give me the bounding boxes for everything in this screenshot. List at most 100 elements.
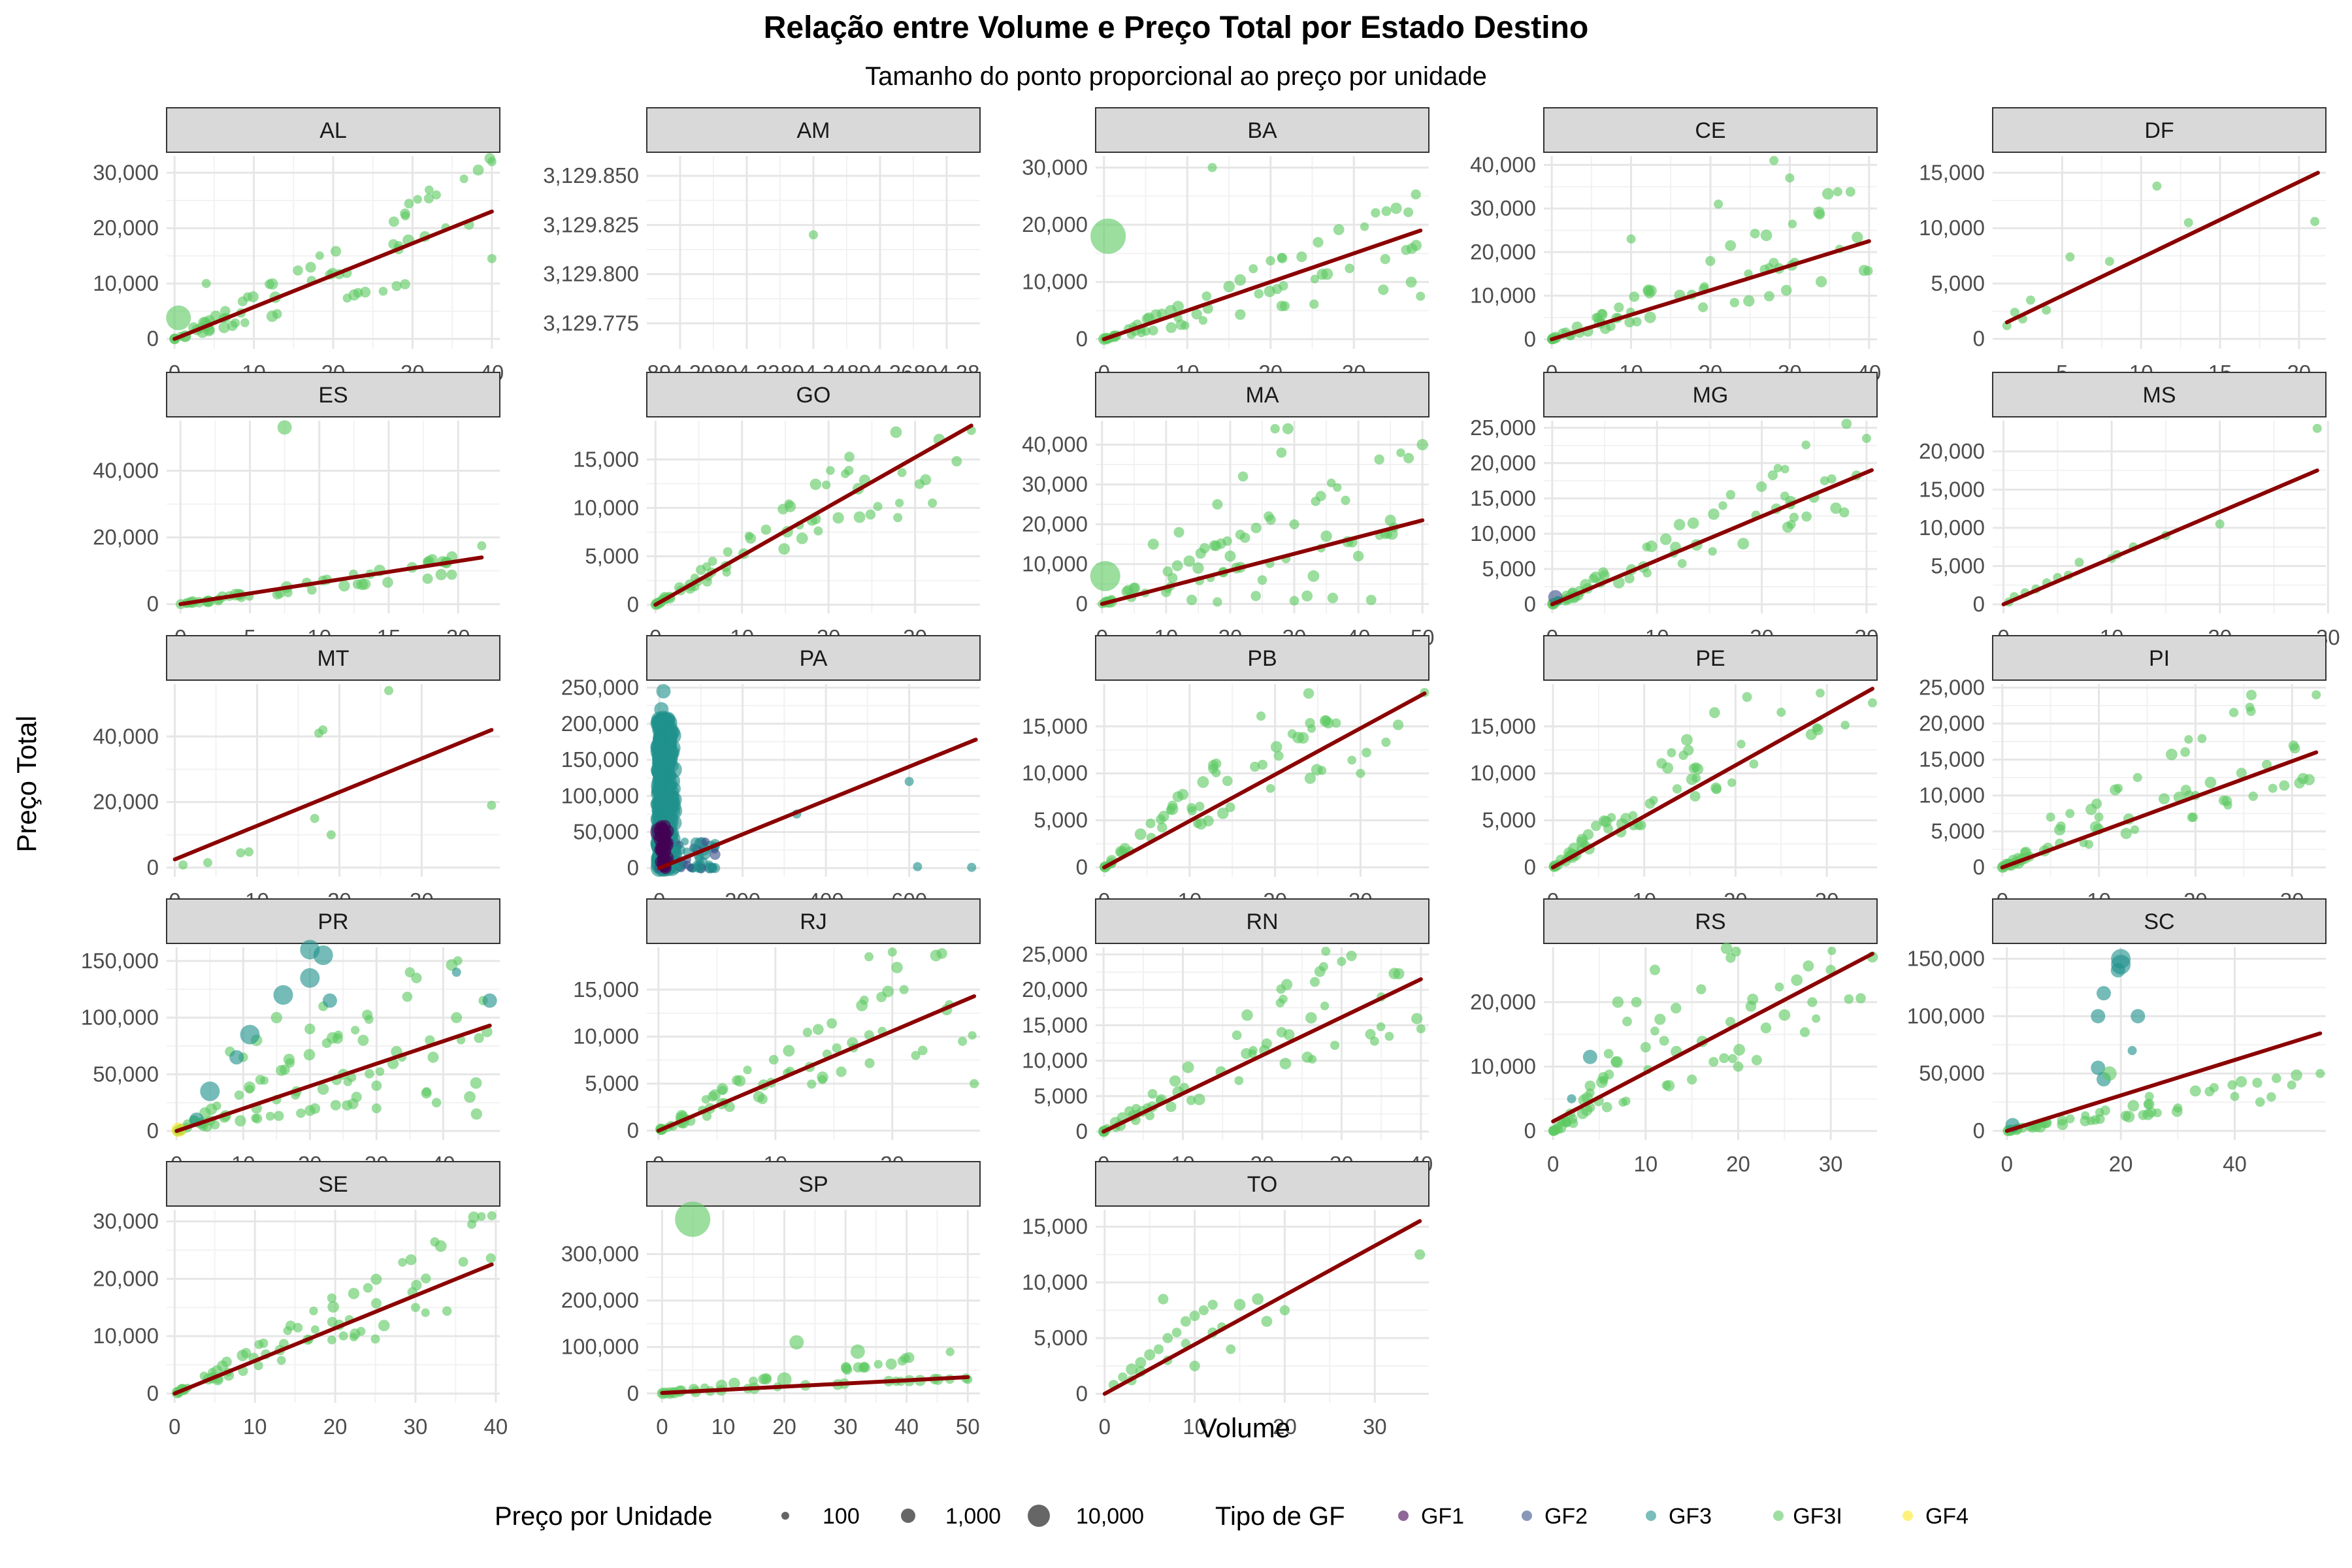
facet-rn: RN01020304005,00010,00015,00020,00025,00… — [1022, 898, 1433, 1176]
data-point — [2152, 181, 2162, 191]
data-point — [874, 1360, 883, 1369]
data-point — [1601, 1102, 1612, 1113]
facet-strip — [166, 107, 500, 153]
y-tick-label: 15,000 — [1022, 1013, 1088, 1037]
y-tick-label: 0 — [1076, 327, 1088, 351]
data-point — [1189, 1310, 1200, 1322]
data-point — [1158, 810, 1169, 822]
data-point — [231, 318, 240, 328]
y-tick-label: 5,000 — [1034, 1326, 1088, 1350]
data-point — [431, 1098, 442, 1107]
trend-line — [657, 738, 978, 870]
data-point — [1187, 806, 1197, 816]
facet-strip — [646, 898, 981, 944]
data-point — [1313, 237, 1324, 248]
y-tick-label: 20,000 — [93, 1266, 159, 1290]
data-point — [200, 1081, 220, 1102]
data-point — [1180, 1316, 1191, 1327]
data-point — [2184, 735, 2193, 744]
data-point — [1599, 323, 1611, 335]
data-points — [657, 1201, 973, 1399]
y-tick-label: 0 — [1973, 1119, 1985, 1143]
facet-strip — [1095, 107, 1429, 153]
data-point — [1207, 760, 1219, 771]
data-point — [1235, 529, 1246, 540]
data-point — [1249, 264, 1258, 274]
data-point — [844, 451, 855, 462]
data-point — [1725, 1017, 1736, 1027]
data-point — [1182, 1061, 1194, 1073]
data-point — [2230, 1092, 2240, 1102]
data-point — [1749, 759, 1759, 769]
data-point — [356, 578, 368, 591]
gridlines — [647, 1210, 980, 1403]
data-point — [359, 286, 371, 298]
data-point — [1827, 946, 1837, 955]
data-point — [1213, 597, 1222, 607]
data-point — [482, 993, 497, 1008]
data-point — [777, 504, 789, 515]
data-point — [1813, 206, 1825, 219]
data-point — [218, 321, 230, 333]
facet-strip-label: PR — [318, 909, 348, 934]
data-point — [2189, 1085, 2201, 1097]
data-point — [1767, 470, 1778, 480]
y-tick-label: 0 — [147, 327, 159, 351]
data-point — [1309, 299, 1319, 309]
data-point — [431, 190, 441, 200]
data-point — [370, 1298, 382, 1309]
data-point — [229, 1050, 244, 1065]
data-point — [701, 1095, 711, 1104]
y-tick-label: 25,000 — [1919, 676, 1985, 700]
data-point — [832, 512, 844, 524]
y-axis-title: Preço Total — [11, 715, 42, 852]
data-point — [1667, 748, 1676, 758]
data-point — [304, 1023, 316, 1035]
x-tick-label: 30 — [834, 1414, 858, 1439]
data-point — [307, 585, 317, 595]
data-point — [244, 847, 253, 857]
data-point — [351, 1026, 360, 1035]
data-point — [1322, 717, 1334, 728]
x-tick-label: 20 — [772, 1414, 796, 1439]
facet-strip — [1095, 1161, 1429, 1207]
y-tick-label: 10,000 — [1022, 761, 1088, 785]
data-points — [650, 684, 977, 877]
data-points — [1108, 1249, 1426, 1390]
data-point — [1320, 530, 1332, 542]
data-point — [1378, 284, 1389, 295]
data-point — [732, 1075, 742, 1086]
data-point — [178, 860, 188, 870]
data-point — [1708, 707, 1720, 719]
x-tick-label: 40 — [894, 1414, 919, 1439]
y-tick-label: 30,000 — [1022, 155, 1088, 180]
data-point — [1603, 1049, 1614, 1059]
data-point — [1861, 434, 1871, 444]
data-point — [1760, 229, 1772, 242]
trend-line — [172, 728, 494, 862]
data-point — [1640, 1041, 1651, 1053]
trend-line — [2004, 171, 2320, 325]
data-point — [451, 1012, 463, 1024]
y-tick-label: 0 — [1524, 592, 1536, 616]
y-tick-label: 250,000 — [561, 676, 639, 700]
y-tick-label: 20,000 — [1919, 439, 1985, 463]
data-point — [1135, 1357, 1147, 1369]
y-tick-label: 3,129.850 — [543, 163, 639, 188]
data-point — [653, 730, 666, 742]
data-point — [2127, 1046, 2137, 1056]
data-point — [1189, 1360, 1200, 1371]
legend-size-label: 10,000 — [1076, 1504, 1144, 1529]
data-point — [2120, 828, 2132, 840]
data-point — [398, 1258, 407, 1267]
data-point — [1305, 1012, 1317, 1024]
data-point — [357, 1034, 369, 1046]
data-point — [1621, 1096, 1631, 1106]
data-point — [236, 848, 246, 858]
y-tick-label: 20,000 — [93, 790, 159, 814]
data-point — [723, 547, 733, 557]
data-point — [1304, 772, 1316, 784]
data-point — [864, 952, 874, 962]
